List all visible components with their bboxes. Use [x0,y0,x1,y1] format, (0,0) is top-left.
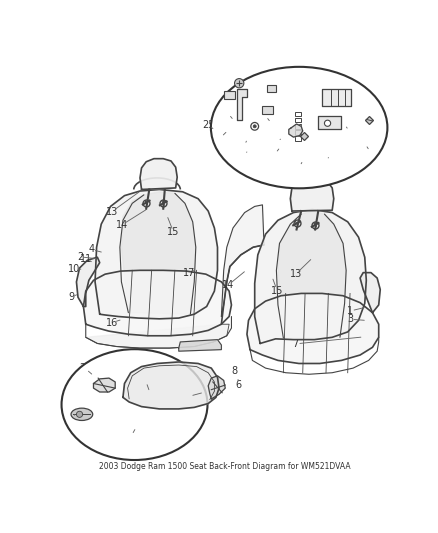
Polygon shape [247,294,379,364]
Text: 22: 22 [222,108,234,118]
Circle shape [325,120,331,126]
Text: 26: 26 [364,147,377,157]
Text: 10: 10 [68,264,81,274]
Ellipse shape [71,408,93,421]
Text: 6: 6 [235,380,241,390]
Bar [224,91,235,99]
Circle shape [77,411,83,417]
Circle shape [235,78,244,88]
Polygon shape [322,90,351,106]
Polygon shape [86,324,229,348]
Polygon shape [289,124,303,137]
Text: 8: 8 [232,366,238,376]
Circle shape [253,125,256,128]
Text: 25: 25 [202,120,215,130]
Text: 21: 21 [214,133,226,143]
Text: 2: 2 [77,252,83,262]
Ellipse shape [61,349,208,460]
Polygon shape [278,211,346,338]
Text: 13: 13 [106,207,118,217]
Text: 7: 7 [293,339,299,349]
Polygon shape [318,116,342,130]
Text: 28: 28 [237,150,250,160]
Polygon shape [83,270,231,336]
Bar [295,118,301,123]
Text: 32: 32 [66,406,78,416]
Text: 15: 15 [167,227,180,237]
Polygon shape [290,179,334,211]
Bar [295,136,301,141]
Text: 29: 29 [79,364,92,374]
Text: 2003 Dodge Ram 1500 Seat Back-Front Diagram for WM521DVAA: 2003 Dodge Ram 1500 Seat Back-Front Diag… [99,462,350,471]
Text: 19: 19 [268,149,281,159]
Ellipse shape [211,67,388,188]
Text: 20: 20 [238,141,251,151]
Polygon shape [95,189,218,319]
Polygon shape [179,340,221,351]
Bar [262,106,273,114]
Bar [267,85,276,92]
Polygon shape [255,209,366,343]
Text: 3: 3 [347,314,353,324]
Bar [295,112,301,116]
Text: 13: 13 [290,269,302,279]
Polygon shape [208,376,225,399]
Text: 27: 27 [259,110,272,120]
Text: 23: 23 [271,138,284,148]
Text: 11: 11 [80,254,92,264]
Text: 30: 30 [183,391,195,401]
Text: 9: 9 [68,292,74,302]
Text: 18: 18 [343,127,356,136]
Text: 14: 14 [116,220,128,230]
Polygon shape [121,192,196,314]
Bar [295,130,301,135]
Text: 4: 4 [88,245,95,254]
Bar [295,124,301,128]
Text: 33: 33 [293,163,305,172]
Text: 24: 24 [320,157,332,167]
Text: 12: 12 [125,431,138,441]
Polygon shape [93,378,115,392]
Polygon shape [77,257,100,306]
Polygon shape [123,362,219,409]
Text: 31: 31 [140,376,152,386]
Polygon shape [360,273,380,313]
Text: 15: 15 [271,286,283,295]
Text: 14: 14 [223,280,235,290]
Text: 1: 1 [347,306,353,316]
Polygon shape [221,205,264,317]
Polygon shape [140,159,177,189]
Polygon shape [237,90,247,120]
Text: 16: 16 [106,318,119,327]
Text: 17: 17 [183,268,195,278]
